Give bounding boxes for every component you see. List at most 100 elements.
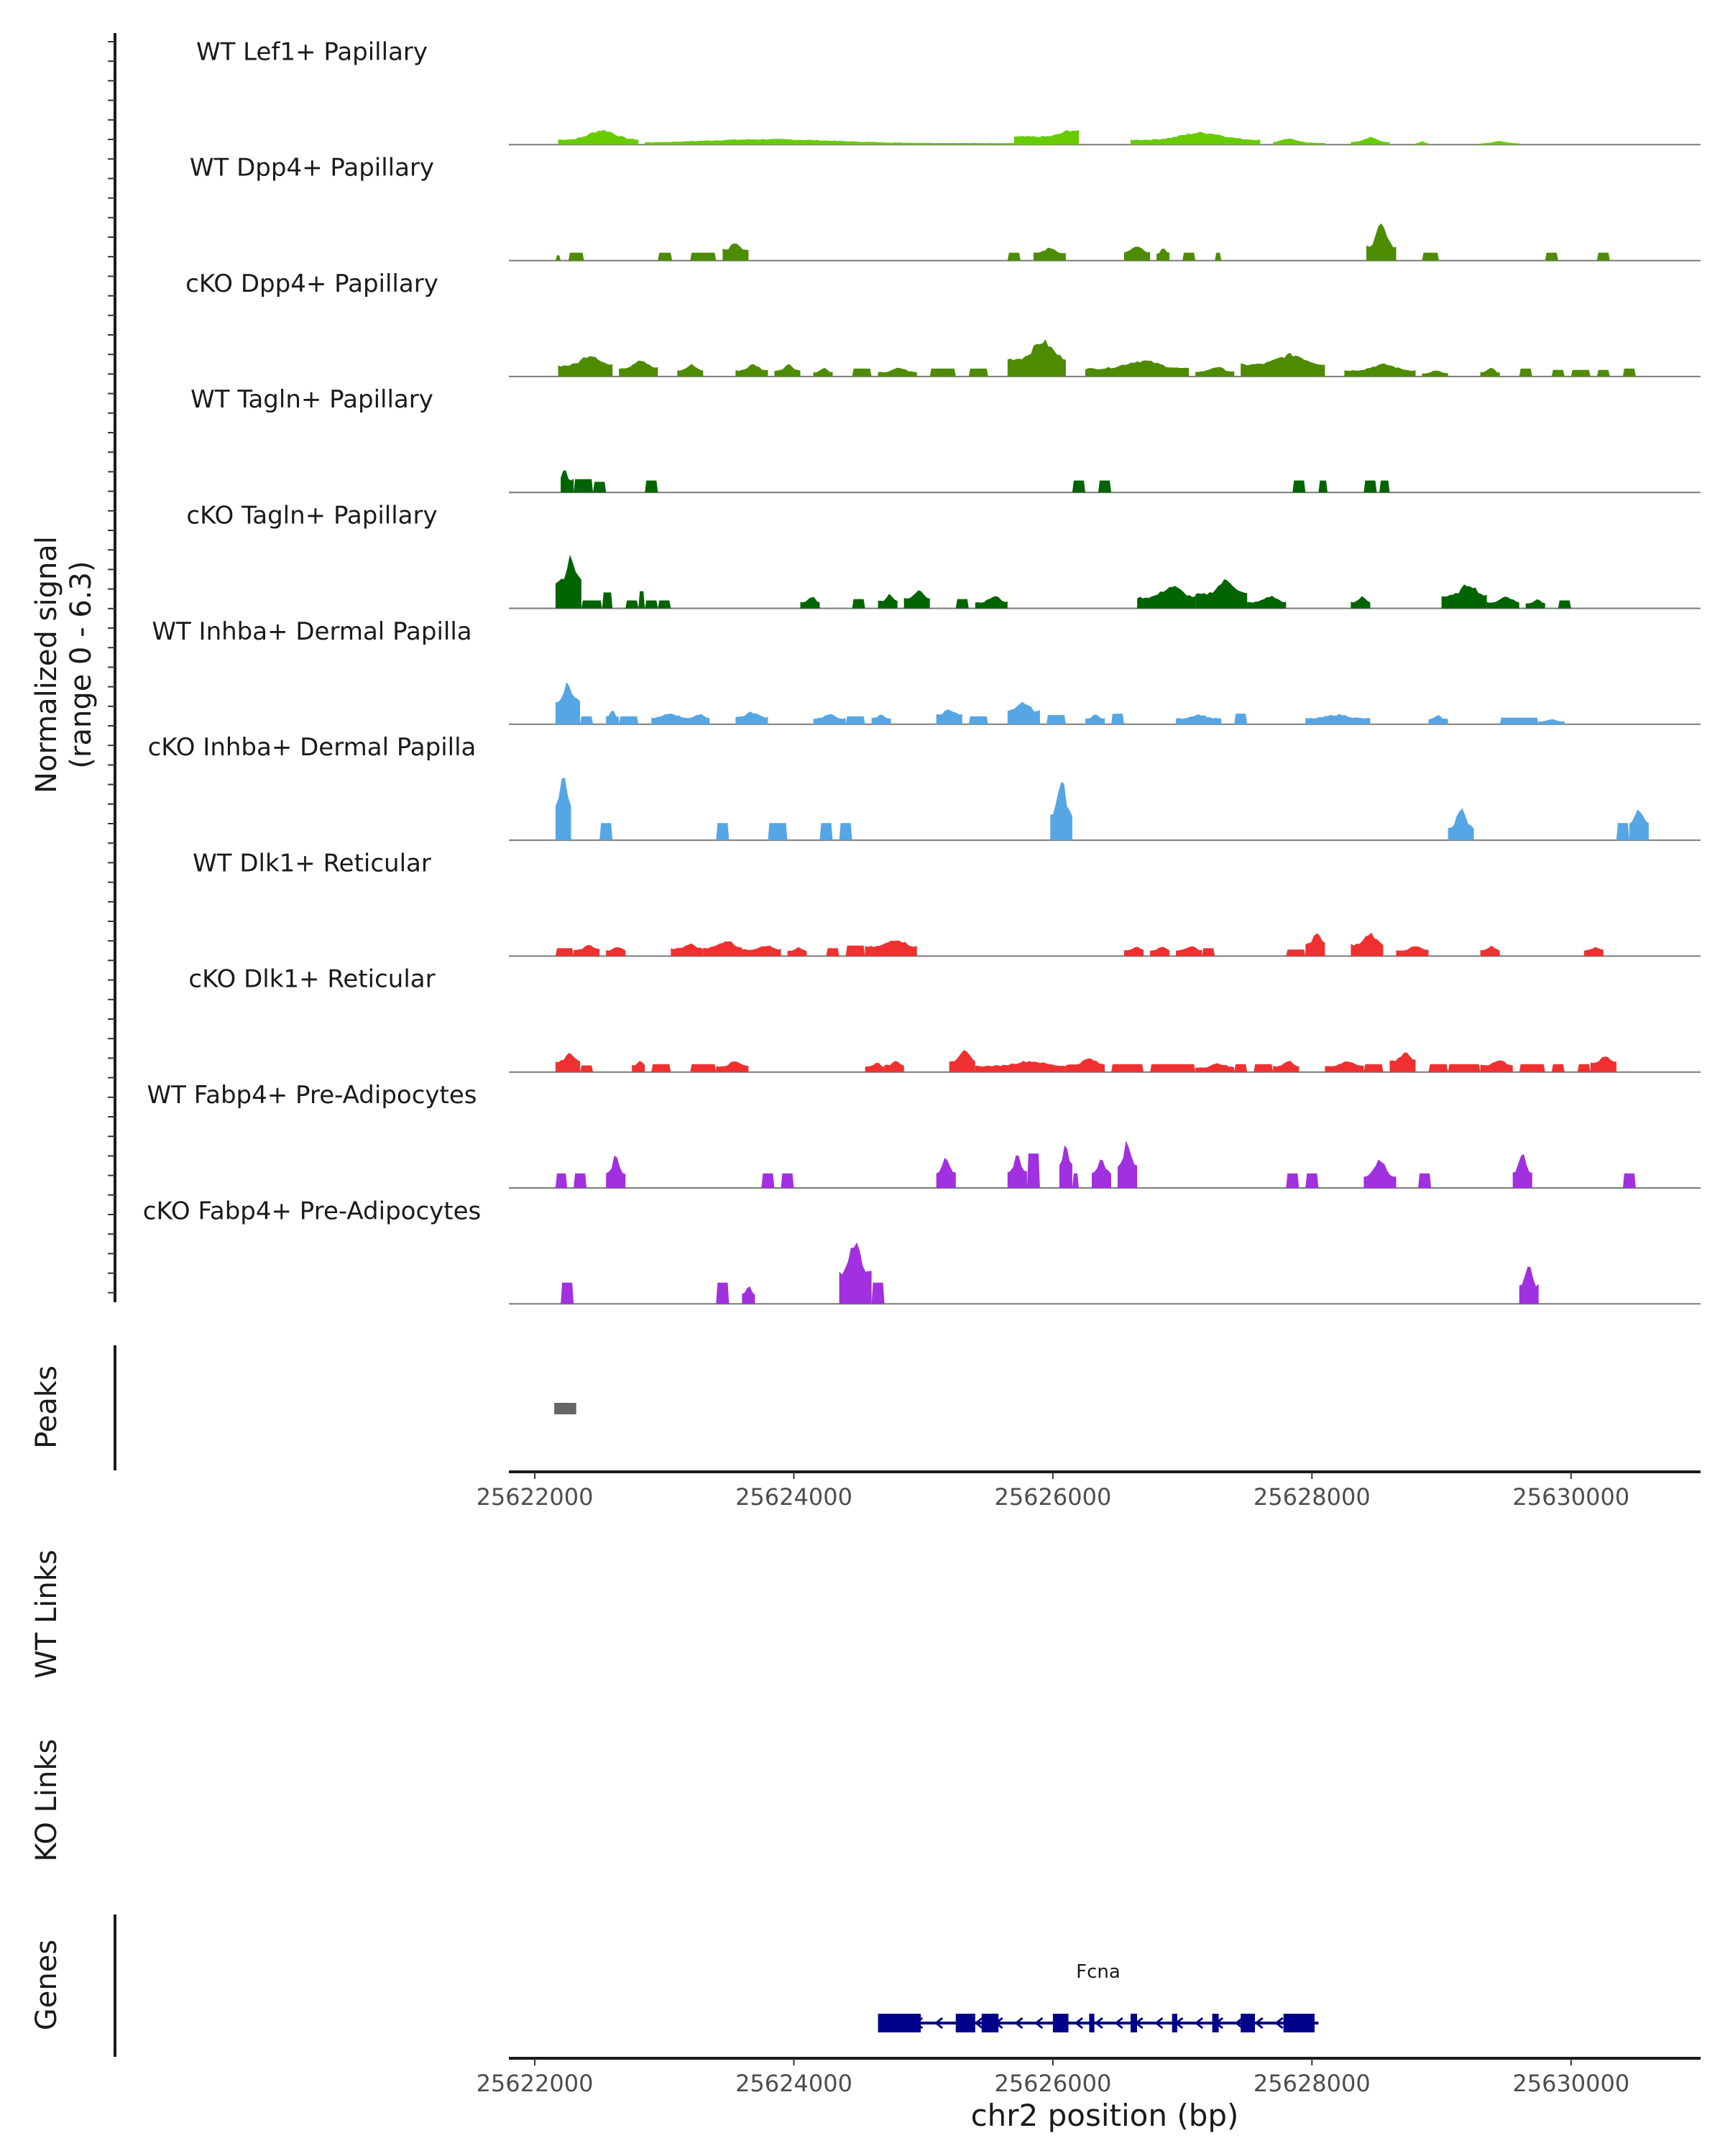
x-tick-label: 25624000 xyxy=(735,2070,852,2097)
coverage-peak xyxy=(1545,252,1558,261)
coverage-peak xyxy=(865,1062,885,1072)
coverage-peak xyxy=(1137,586,1196,609)
coverage-peak xyxy=(1486,596,1519,609)
coverage-peak xyxy=(690,1064,717,1072)
coverage-peak xyxy=(1325,1061,1364,1072)
strand-arrow-icon xyxy=(1094,2017,1103,2030)
coverage-peak xyxy=(593,482,607,493)
coverage-peak xyxy=(651,1064,671,1072)
x-axis-title: chr2 position (bp) xyxy=(971,2098,1239,2133)
coverage-peak xyxy=(1254,1064,1274,1072)
gene-exon xyxy=(1283,2014,1315,2032)
coverage-peak xyxy=(742,1286,755,1304)
peak-region xyxy=(554,1403,576,1414)
coverage-peak xyxy=(606,711,620,724)
ko-links-title: KO Links xyxy=(30,1739,63,1862)
coverage-peak xyxy=(606,947,626,957)
strand-arrow-icon xyxy=(1234,2017,1243,2030)
wt-links-title: WT Links xyxy=(30,1549,63,1678)
track-label: cKO Inhba+ Dermal Papilla xyxy=(148,733,477,762)
coverage-peak xyxy=(658,600,671,609)
strand-arrow-icon xyxy=(1014,2017,1024,2030)
coverage-peak xyxy=(1111,1064,1144,1072)
coverage-peak xyxy=(1551,1064,1565,1072)
coverage-peak xyxy=(1065,1058,1105,1072)
x-tick-label: 25630000 xyxy=(1512,1483,1629,1511)
x-tick-label: 25626000 xyxy=(994,1483,1111,1511)
genes-title: Genes xyxy=(30,1940,63,2030)
coverage-peak xyxy=(658,252,673,261)
coverage-peak xyxy=(1176,946,1202,957)
x-tick-label: 25624000 xyxy=(735,1483,852,1511)
coverage-peak xyxy=(606,1155,626,1188)
coverage-peak xyxy=(839,823,852,841)
coverage-peak xyxy=(839,1242,872,1304)
coverage-peak xyxy=(632,1061,645,1072)
coverage-peak xyxy=(1286,949,1306,957)
coverage-peak xyxy=(555,1173,568,1188)
coverage-peak xyxy=(768,823,788,841)
track-label: cKO Dlk1+ Reticular xyxy=(188,965,435,994)
y-axis-title-line2: (range 0 - 6.3) xyxy=(65,561,98,768)
coverage-peak xyxy=(1050,782,1072,841)
coverage-peak xyxy=(1428,715,1448,724)
strand-arrow-icon xyxy=(974,2017,983,2030)
track-1: WT Lef1+ Papillary xyxy=(196,37,1701,146)
coverage-peak xyxy=(852,599,865,609)
coverage-peak xyxy=(1363,1159,1397,1188)
coverage-peak xyxy=(645,600,658,609)
track-5: cKO Tagln+ Papillary xyxy=(186,502,1701,609)
coverage-peak xyxy=(968,368,988,377)
gene-name-label: Fcna xyxy=(1076,1961,1121,1983)
coverage-peak xyxy=(1007,252,1021,261)
coverage-peak xyxy=(561,1282,574,1304)
coverage-peak xyxy=(761,1173,775,1188)
coverage-peak xyxy=(1480,141,1519,145)
coverage-peak xyxy=(703,941,742,957)
coverage-peak xyxy=(1131,132,1261,145)
coverage-peak xyxy=(1596,252,1610,261)
coverage-peak xyxy=(1072,480,1085,493)
coverage-peak xyxy=(936,709,962,724)
coverage-peak xyxy=(1085,360,1190,377)
coverage-peak xyxy=(1111,714,1124,724)
coverage-peak xyxy=(878,594,898,609)
gene-exon xyxy=(955,2014,975,2032)
coverage-peak xyxy=(1305,714,1371,724)
coverage-peak xyxy=(1305,933,1325,957)
x-tick-label: 25628000 xyxy=(1254,2070,1371,2097)
coverage-peak xyxy=(625,600,639,609)
coverage-peak xyxy=(1448,808,1474,841)
coverage-peak xyxy=(1363,480,1377,493)
coverage-peak xyxy=(1525,599,1545,609)
gene-exon xyxy=(1052,2014,1069,2032)
coverage-peak xyxy=(574,1173,587,1188)
gene-exon xyxy=(1089,2014,1095,2032)
coverage-peak xyxy=(1273,138,1325,145)
coverage-peak xyxy=(1519,1266,1539,1304)
coverage-peak xyxy=(1363,1064,1384,1072)
track-4: WT Tagln+ Papillary xyxy=(190,385,1701,494)
coverage-peak xyxy=(1499,717,1539,724)
coverage-peak xyxy=(1596,369,1610,377)
coverage-peak xyxy=(884,1061,904,1072)
coverage-tracks: WT Lef1+ Papillary WT Dpp4+ Papillary cKO … xyxy=(108,33,1701,1305)
coverage-peak xyxy=(581,600,602,609)
coverage-peak xyxy=(1150,1064,1196,1072)
coverage-peak xyxy=(975,1061,1066,1072)
coverage-peak xyxy=(929,368,956,377)
coverage-peak xyxy=(716,823,730,841)
gene-exon xyxy=(1241,2014,1255,2032)
peaks-title: Peaks xyxy=(30,1365,63,1449)
coverage-peak xyxy=(1182,252,1196,261)
coverage-peak xyxy=(936,1158,956,1188)
coverage-peak xyxy=(852,368,872,377)
coverage-peak xyxy=(1351,596,1371,609)
strand-arrow-icon xyxy=(934,2017,944,2030)
coverage-peak xyxy=(949,1050,975,1072)
coverage-peak xyxy=(826,948,840,957)
coverage-peak xyxy=(1202,948,1215,957)
coverage-peak xyxy=(1059,1145,1072,1188)
